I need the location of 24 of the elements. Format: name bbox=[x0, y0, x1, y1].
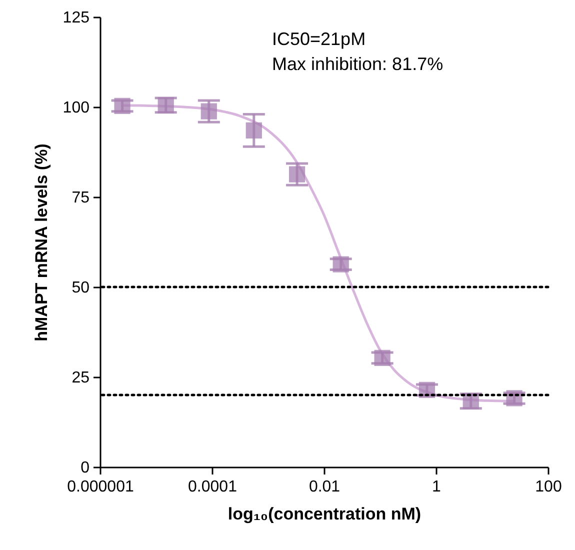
point bbox=[374, 350, 390, 366]
y-tick-label: 50 bbox=[72, 280, 90, 296]
x-tick-label: 100 bbox=[535, 478, 562, 496]
annotation: IC50=21pM bbox=[272, 29, 366, 49]
annotation: Max inhibition: 81.7% bbox=[272, 54, 444, 74]
point bbox=[332, 256, 349, 272]
x-tick-label: 0.0001 bbox=[188, 478, 238, 496]
y-tick-label: 125 bbox=[62, 10, 90, 26]
y-axis-title: hMAPT mRNA levels (%) bbox=[32, 144, 51, 342]
y-tick-label: 100 bbox=[62, 100, 90, 116]
y-tick-label: 75 bbox=[72, 190, 90, 206]
point bbox=[288, 166, 306, 182]
point bbox=[158, 97, 174, 114]
x-tick-label: 1 bbox=[432, 478, 442, 496]
y-tick-label: 25 bbox=[72, 370, 90, 386]
point bbox=[246, 122, 262, 138]
point bbox=[114, 98, 130, 114]
x-tick-label: 0.01 bbox=[308, 478, 340, 496]
x-tick-label: 0.000001 bbox=[67, 478, 134, 496]
point bbox=[462, 393, 479, 410]
point bbox=[200, 103, 217, 120]
point bbox=[506, 390, 522, 406]
x-axis-title: log₁₀(concentration nM) bbox=[228, 504, 422, 524]
y-tick-label: 0 bbox=[80, 460, 90, 476]
